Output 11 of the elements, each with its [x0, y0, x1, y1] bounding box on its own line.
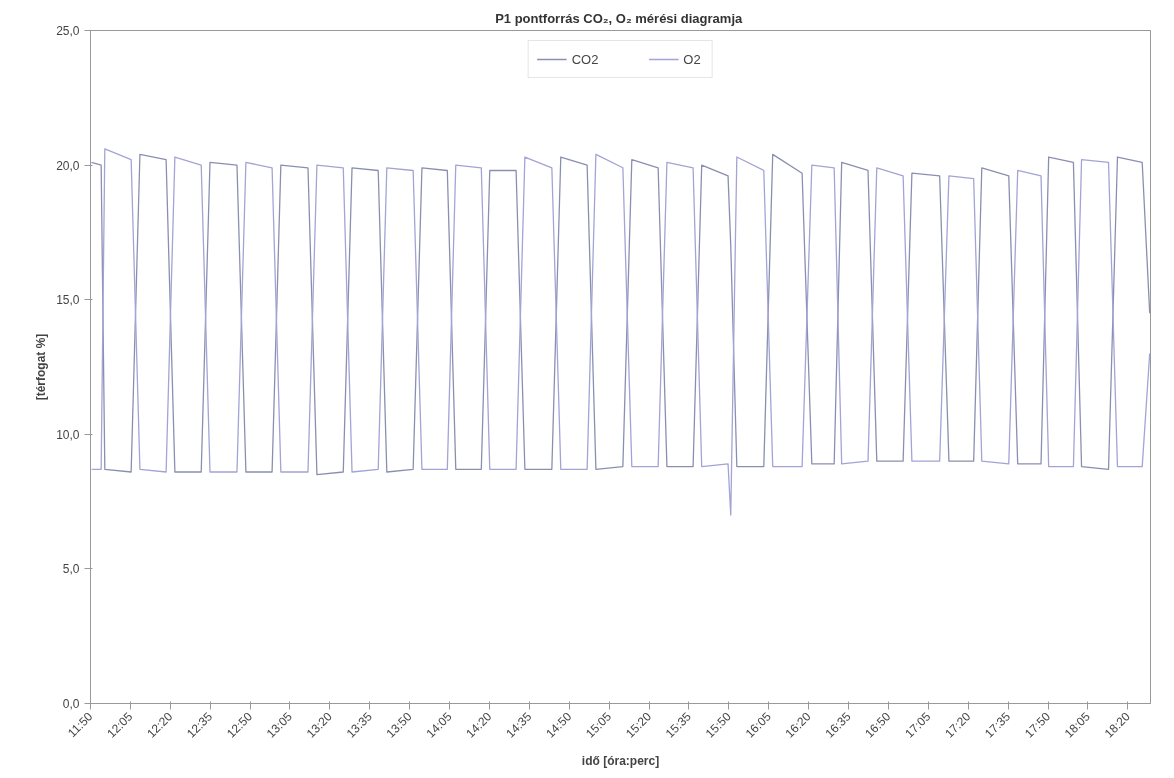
y-tick-label: 10,0 [56, 427, 80, 442]
x-axis-title: idő [óra:perc] [581, 753, 660, 768]
y-axis-title: [térfogat %] [34, 333, 49, 401]
chart-title: P1 pontforrás CO₂, O₂ mérési diagramja [495, 10, 743, 26]
y-tick-label: 5,0 [62, 562, 80, 577]
y-tick-label: 0,0 [62, 697, 80, 711]
y-tick-label: 20,0 [56, 158, 80, 173]
legend-label: CO2 [571, 51, 599, 67]
y-tick-label: 25,0 [56, 24, 80, 38]
y-tick-label: 15,0 [56, 293, 80, 308]
legend-label: O2 [683, 51, 702, 67]
